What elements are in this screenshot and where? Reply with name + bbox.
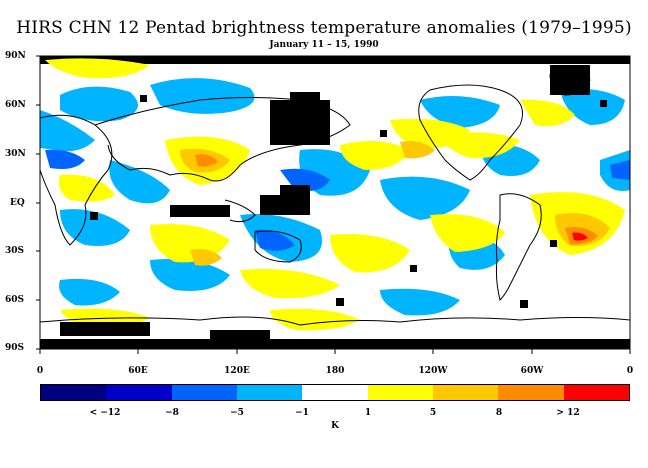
- colorbar-segment: [302, 385, 368, 400]
- colorbar-label: 5: [429, 408, 437, 418]
- colorbar-segment: [106, 385, 172, 400]
- missing-band-south: [40, 339, 630, 349]
- coastlines: [40, 72, 630, 326]
- lon-label-60e: 60E: [128, 366, 148, 376]
- lon-label-120e: 120E: [224, 366, 250, 376]
- axis-ticks: [36, 55, 631, 354]
- colorbar-segment: [432, 385, 499, 400]
- lat-label-30n: 30N: [5, 149, 26, 159]
- extreme-warm-anomaly-regions: [195, 154, 598, 245]
- lat-label-60n: 60N: [5, 100, 26, 110]
- colorbar-segment: [367, 385, 433, 400]
- lat-label-90n: 90N: [5, 51, 26, 61]
- colorbar-segment: [41, 385, 107, 400]
- colorbar-label: 8: [495, 408, 503, 418]
- lat-label-30s: 30S: [5, 246, 25, 256]
- colorbar-label: < −12: [89, 408, 121, 418]
- colorbar-segment: [563, 385, 629, 400]
- colorbar-label: −5: [230, 408, 244, 418]
- missing-data-blocks: [60, 65, 607, 339]
- colorbar-label: 1: [364, 408, 372, 418]
- colorbar-unit: K: [331, 421, 339, 431]
- colorbar-segment: [171, 385, 237, 400]
- colorbar-label: −1: [295, 408, 309, 418]
- colorbar-label: > 12: [556, 408, 580, 418]
- lat-label-90s: 90S: [5, 343, 25, 353]
- lon-label-60w: 60W: [520, 366, 544, 376]
- lon-label-0: 0: [36, 366, 44, 376]
- missing-band-north: [40, 56, 630, 64]
- map-title: HIRS CHN 12 Pentad brightness temperatur…: [16, 18, 632, 38]
- lon-label-120w: 120W: [418, 366, 448, 376]
- colorbar-segment: [498, 385, 564, 400]
- colorbar-segment: [236, 385, 303, 400]
- lon-label-0-east: 0: [626, 366, 634, 376]
- lon-label-180: 180: [325, 366, 345, 376]
- colorbar-label: −8: [165, 408, 179, 418]
- map-subtitle: January 11 – 15, 1990: [269, 40, 379, 50]
- lat-label-eq: EQ: [10, 198, 25, 208]
- lat-label-60s: 60S: [5, 295, 25, 305]
- colorbar: [40, 384, 630, 401]
